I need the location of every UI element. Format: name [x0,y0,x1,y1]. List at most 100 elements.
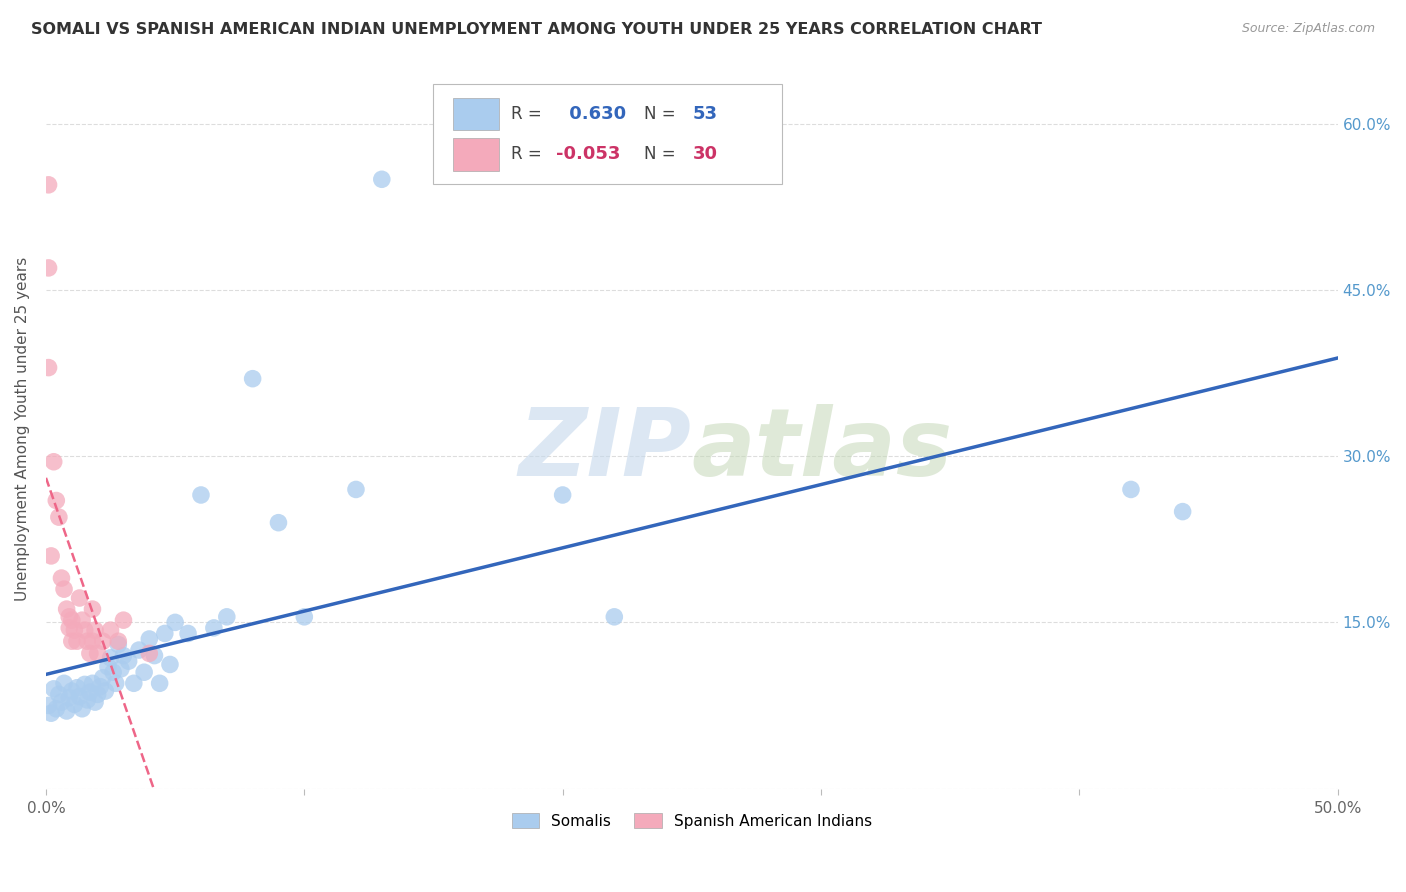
Point [76,634,98,648]
Text: Source: ZipAtlas.com: Source: ZipAtlas.com [1241,22,1375,36]
Point [267,516,290,530]
Point [66,634,89,648]
Point [70,702,93,716]
Point [58,690,80,705]
Point [69,591,91,605]
Point [42,681,65,696]
Point [112,613,135,627]
FancyBboxPatch shape [453,138,499,170]
Legend: Somalis, Spanish American Indians: Somalis, Spanish American Indians [506,806,879,835]
Point [76,693,98,707]
Point [122,676,145,690]
Point [58,621,80,635]
Point [551,488,574,502]
Point [38,360,60,375]
Point [153,626,176,640]
Point [91,634,114,648]
Point [51,695,73,709]
Point [60,684,83,698]
Point [603,610,626,624]
Text: R =: R = [510,145,547,163]
Point [149,676,172,690]
Point [39,549,62,563]
Point [165,615,187,630]
Point [292,610,315,624]
Text: SOMALI VS SPANISH AMERICAN INDIAN UNEMPLOYMENT AMONG YOUTH UNDER 25 YEARS CORREL: SOMALI VS SPANISH AMERICAN INDIAN UNEMPL… [31,22,1042,37]
Y-axis label: Unemployment Among Youth under 25 years: Unemployment Among Youth under 25 years [15,256,30,600]
Text: 0.630: 0.630 [562,104,626,123]
Point [107,638,129,652]
Point [100,623,122,637]
Point [190,488,212,502]
Point [51,571,73,585]
Point [84,623,107,637]
Point [89,680,111,694]
Point [91,671,114,685]
Point [112,648,135,663]
Point [73,677,96,691]
Point [344,483,367,497]
Point [202,621,225,635]
Point [45,702,67,716]
Point [138,632,160,646]
Point [82,634,104,648]
Point [242,372,264,386]
Point [159,657,181,672]
Point [97,659,120,673]
Text: N =: N = [644,104,681,123]
Point [58,610,80,624]
Point [42,455,65,469]
Point [73,623,96,637]
Point [84,695,107,709]
Point [177,626,200,640]
Text: N =: N = [644,145,681,163]
Point [1171,505,1194,519]
Point [134,665,156,680]
Point [60,613,83,627]
Point [48,510,70,524]
Point [38,260,60,275]
Point [63,698,86,712]
Point [55,602,77,616]
Point [45,493,67,508]
Point [104,676,127,690]
Point [38,178,60,192]
Point [82,602,104,616]
Point [48,687,70,701]
Point [79,646,101,660]
Point [60,634,83,648]
FancyBboxPatch shape [453,97,499,130]
Point [128,643,150,657]
Point [82,676,104,690]
Text: ZIP: ZIP [519,404,692,496]
Text: 30: 30 [693,145,718,163]
Point [94,684,117,698]
Point [55,704,77,718]
Point [53,582,76,596]
Point [101,665,124,680]
Point [63,623,86,637]
Text: 53: 53 [693,104,718,123]
Point [215,610,238,624]
Point [39,706,62,721]
FancyBboxPatch shape [433,85,782,184]
Point [38,698,60,713]
Text: atlas: atlas [692,404,953,496]
Point [53,676,76,690]
Point [143,648,166,663]
Point [107,634,129,648]
Point [117,654,139,668]
Point [100,650,122,665]
Point [79,685,101,699]
Point [110,662,132,676]
Point [86,646,108,660]
Point [138,646,160,660]
Point [86,687,108,701]
Text: -0.053: -0.053 [557,145,620,163]
Point [69,690,91,704]
Text: R =: R = [510,104,547,123]
Point [70,613,93,627]
Point [1119,483,1142,497]
Point [66,681,89,695]
Point [371,172,394,186]
